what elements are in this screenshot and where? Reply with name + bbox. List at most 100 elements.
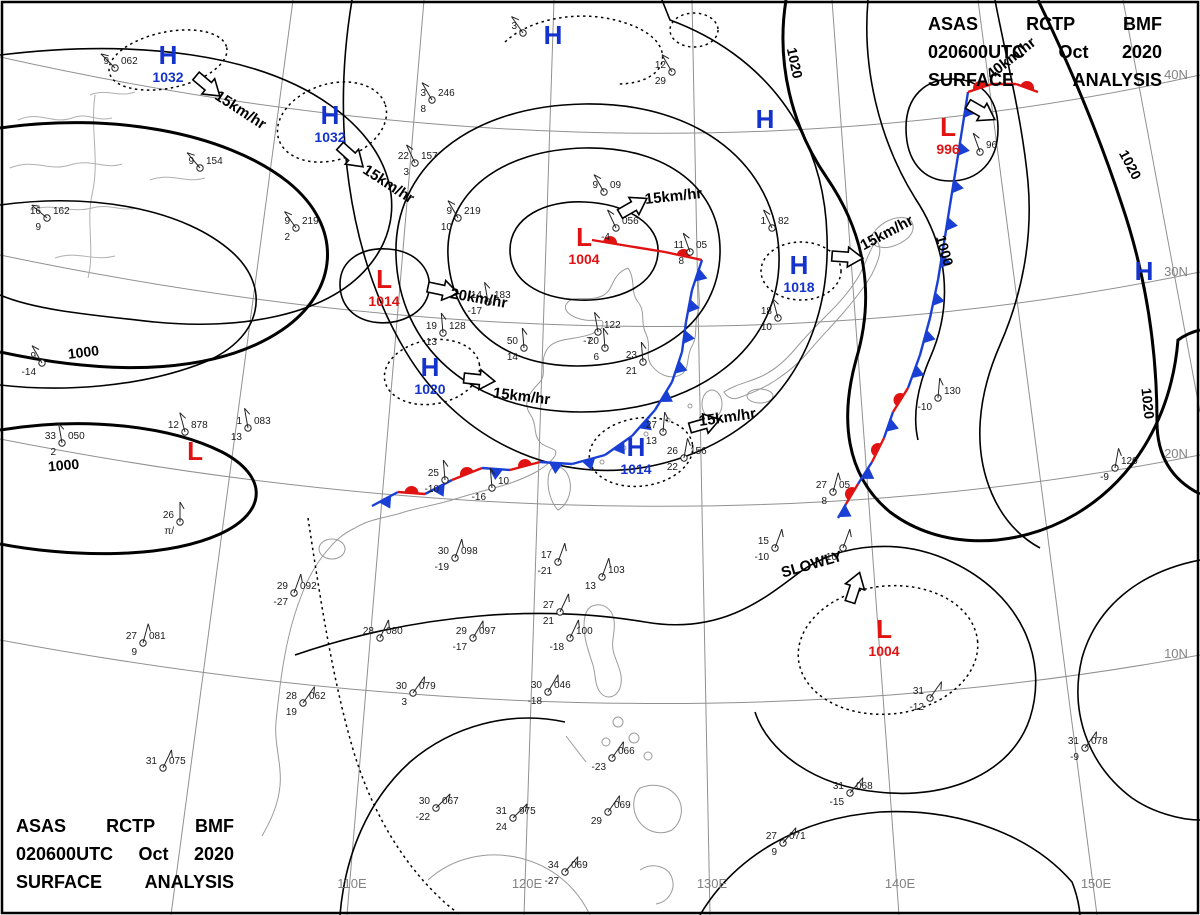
station-dewpoint: 19 — [286, 707, 298, 718]
station-plot: 31 068 -15 — [830, 777, 873, 808]
wind-barb-icon — [602, 328, 606, 349]
station-plot: 28 062 19 — [286, 686, 326, 718]
station-temperature: 3 — [511, 21, 517, 32]
pressure-letter: L — [376, 264, 392, 294]
longitude-line — [523, 0, 555, 915]
longitude-line — [977, 0, 1098, 915]
station-plot: 9 062 — [100, 53, 138, 72]
wind-barb-icon — [683, 438, 688, 459]
station-pressure: 056 — [622, 216, 639, 227]
cold-front-triangle-icon — [861, 467, 875, 479]
chart-type: SURFACE ANALYSIS — [928, 70, 1162, 90]
cold-front-triangle-icon — [957, 142, 970, 156]
longitude-label: 120E — [512, 876, 543, 891]
wind-barb-tick-icon — [521, 327, 528, 335]
station-dewpoint: 21 — [626, 366, 638, 377]
station-dewpoint: 13 — [585, 581, 597, 592]
station-temperature: 31 — [496, 806, 508, 817]
station-temperature: 12 — [168, 420, 180, 431]
latitude-label: 10N — [1164, 646, 1188, 661]
pressure-value: 1014 — [368, 293, 399, 309]
wind-barb-tick-icon — [564, 543, 567, 552]
wind-barb-icon — [31, 345, 43, 364]
pressure-value: 1032 — [314, 129, 345, 145]
station-plot: 15-10 — [755, 529, 784, 563]
ryukyu-island — [599, 459, 605, 465]
warm-front-semicircle-icon — [871, 443, 882, 457]
wind-barb-tick-icon — [421, 82, 430, 88]
pressure-systems-layer: H1032H1032HHH1020H1018H1014HL1014L1004L9… — [152, 20, 1153, 659]
mindanao — [633, 784, 682, 834]
wind-barb-icon — [472, 620, 484, 639]
station-pressure: 05 — [839, 480, 851, 491]
cold-front-triangle-icon — [932, 292, 945, 306]
station-pressure: 09 — [610, 180, 622, 191]
station-temperature: 26 — [667, 446, 679, 457]
station-plot: 14 183 -17 — [468, 281, 511, 317]
wind-barb-tick-icon — [100, 53, 109, 57]
cold-front-triangle-icon — [923, 329, 936, 344]
wind-barb-icon — [772, 298, 779, 319]
pressure-value: 996 — [936, 141, 960, 157]
cold-front-triangle-icon — [694, 268, 708, 282]
pressure-letter: H — [756, 104, 775, 134]
warm-front-semicircle-icon — [603, 236, 617, 245]
wind-barb-icon — [557, 543, 566, 563]
station-dewpoint: 29 — [591, 816, 603, 827]
station-temperature: 34 — [548, 860, 560, 871]
wind-barb-icon — [31, 204, 48, 219]
taiwan — [547, 466, 571, 511]
pressure-letter: H — [321, 100, 340, 130]
wind-barb-tick-icon — [440, 312, 447, 320]
station-pressure: 097 — [479, 626, 496, 637]
station-temperature: 33 — [45, 431, 57, 442]
longitude-line — [1122, 0, 1200, 413]
station-plot: 069 29 — [591, 795, 631, 827]
isobar-value-label: 1000 — [47, 456, 80, 475]
wind-barb-tick-icon — [608, 558, 611, 567]
movement-arrow-icon — [830, 245, 865, 269]
isobar-line — [395, 103, 780, 413]
pressure-letter: L — [940, 112, 956, 142]
dotted-isobars — [108, 12, 979, 915]
cold-front-triangle-icon — [674, 360, 688, 374]
station-dewpoint: 13 — [426, 337, 438, 348]
station-dewpoint: -14 — [22, 367, 37, 378]
station-dewpoint: -18 — [550, 642, 565, 653]
station-temperature: 31 — [913, 686, 925, 697]
visayas-island — [601, 737, 611, 747]
station-dewpoint: 24 — [496, 822, 508, 833]
cold-front-triangle-icon — [432, 483, 445, 497]
high-pressure-center: H — [1135, 256, 1154, 286]
station-dewpoint: -27 — [274, 597, 289, 608]
station-temperature: 28 — [363, 626, 375, 637]
wind-barb-tick-icon — [31, 204, 40, 207]
wind-barb-icon — [972, 133, 981, 153]
wind-barb-tick-icon — [578, 619, 580, 628]
station-plot: -10 — [823, 529, 852, 563]
station-pressure: 154 — [206, 156, 223, 167]
station-temperature: 27 — [126, 631, 138, 642]
station-pressure: 128 — [449, 321, 466, 332]
isobar-line — [0, 200, 257, 389]
isobar-line-bold — [781, 0, 1200, 543]
wind-barb-icon — [511, 16, 524, 34]
station-temperature: 27 — [816, 480, 828, 491]
station-plot: 31-12 — [910, 681, 942, 713]
stationary-front — [371, 459, 541, 509]
station-temperature: 16 — [30, 206, 42, 217]
isobar-value-label: 1000 — [67, 342, 100, 362]
station-pressure: 878 — [191, 420, 208, 431]
isobar-line — [1077, 559, 1200, 821]
station-pressure: 071 — [789, 831, 806, 842]
korea-coast — [627, 267, 701, 378]
terrain-line — [9, 162, 123, 169]
station-temperature: 23 — [626, 350, 638, 361]
